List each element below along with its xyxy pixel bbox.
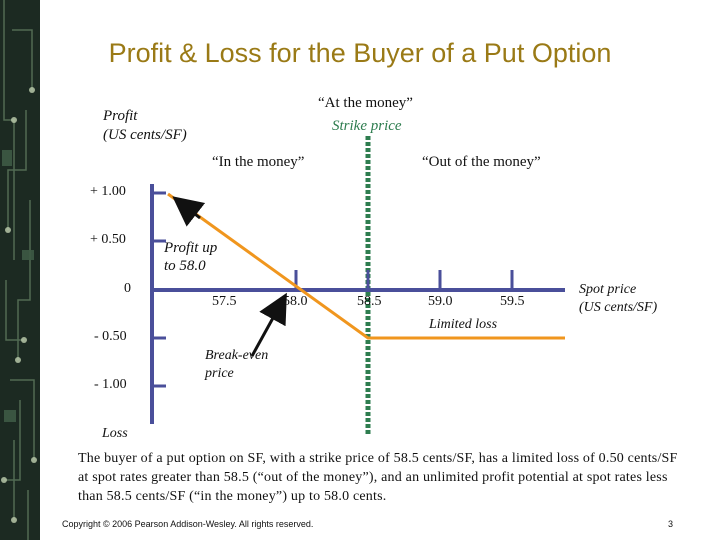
loss-label: Loss [102,426,128,441]
description-text: The buyer of a put option on SF, with a … [78,451,678,504]
break-even-arrow [250,292,287,357]
y-tick-label: + 1.00 [90,184,126,199]
y-axis-label-line1: Profit [103,108,138,124]
page-number: 3 [668,519,674,529]
x-tick-label: 59.5 [500,294,525,309]
x-axis-label-line1: Spot price [579,282,637,297]
profit-up-label-line2: to 58.0 [164,258,206,274]
y-axis-label-line2: (US cents/SF) [103,127,187,143]
out-of-the-money-label: “Out of the money” [422,154,541,170]
x-tick-label: 59.0 [428,294,453,309]
y-tick-label: 0 [124,281,131,296]
strike-price-label: Strike price [332,118,402,134]
limited-loss-label: Limited loss [429,317,498,332]
break-even-label-line1: Break-even [205,348,269,363]
copyright-footer: Copyright © 2006 Pearson Addison-Wesley.… [62,519,314,529]
payoff-line [167,192,565,340]
y-tick-label: + 0.50 [90,232,126,247]
profit-arrow [172,196,206,227]
in-the-money-label: “In the money” [212,154,305,170]
circuit-pattern-image [0,0,40,540]
x-tick-label: 58.5 [357,294,382,309]
y-tick-label: - 1.00 [94,377,127,392]
y-tick-label: - 0.50 [94,329,127,344]
profit-up-label-line1: Profit up [164,240,218,256]
x-tick-label: 58.0 [283,294,308,309]
x-tick-label: 57.5 [212,294,237,309]
at-the-money-label: “At the money” [318,95,413,111]
x-axis-label-line2: (US cents/SF) [579,300,658,315]
break-even-label-line2: price [205,366,234,381]
slide-title: Profit & Loss for the Buyer of a Put Opt… [108,38,612,68]
decorative-sidebar [0,0,40,540]
